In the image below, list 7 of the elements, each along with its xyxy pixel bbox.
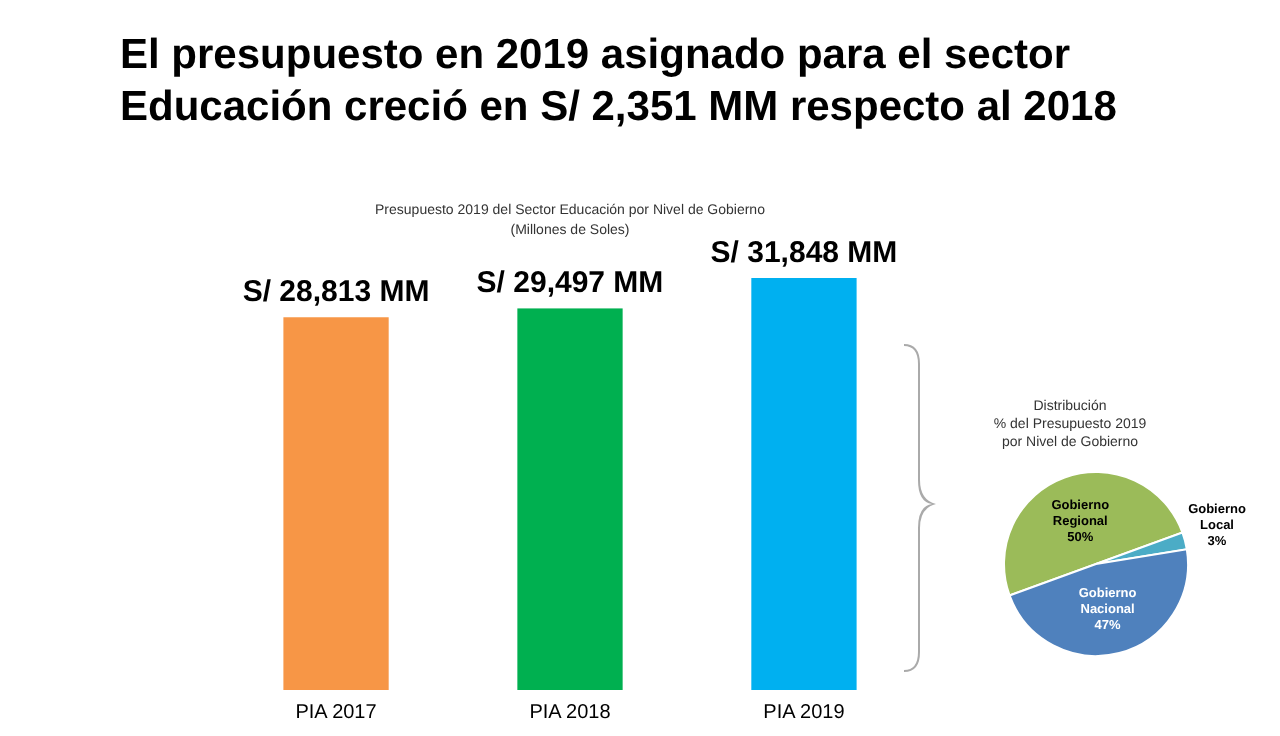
data-label: S/ 28,813 MM [242, 275, 430, 310]
data-label: S/ 31,848 MM [710, 236, 898, 270]
data-label: S/ 29,497 MM [476, 266, 664, 301]
x-tick-label: PIA 2018 [529, 702, 612, 724]
chart-title: El presupuesto en 2019 asignado para el sector Educación creció en S/ 2,351 MM respecto al 2018 [120, 32, 1118, 130]
x-tick-label: PIA 2017 [295, 702, 378, 724]
x-tick-label: PIA 2019 [763, 702, 846, 724]
